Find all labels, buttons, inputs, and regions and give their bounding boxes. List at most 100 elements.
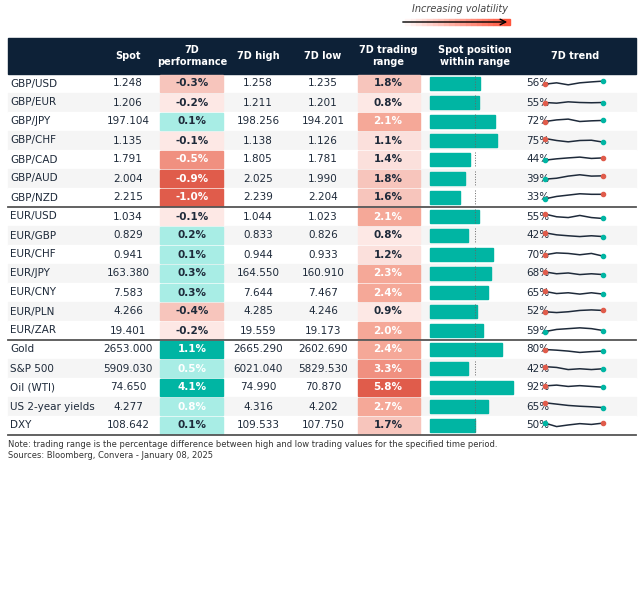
Bar xyxy=(499,19,504,25)
Bar xyxy=(430,362,468,375)
Text: -0.1%: -0.1% xyxy=(175,211,209,222)
Bar xyxy=(433,19,439,25)
Bar xyxy=(8,245,636,264)
Bar xyxy=(160,170,223,187)
Text: 74.650: 74.650 xyxy=(110,383,146,393)
Text: 163.380: 163.380 xyxy=(106,268,149,279)
Bar xyxy=(444,19,450,25)
Text: 2.3%: 2.3% xyxy=(374,268,402,279)
Text: 5909.030: 5909.030 xyxy=(103,364,153,374)
Bar xyxy=(430,400,489,413)
Text: 4.277: 4.277 xyxy=(113,402,143,412)
Bar xyxy=(160,132,223,149)
Bar xyxy=(160,322,223,339)
Text: 80%: 80% xyxy=(526,345,549,355)
Bar xyxy=(450,19,455,25)
Text: Sources: Bloomberg, Convera - January 08, 2025: Sources: Bloomberg, Convera - January 08… xyxy=(8,451,213,460)
Bar xyxy=(358,75,420,92)
Bar xyxy=(400,19,406,25)
Bar xyxy=(430,248,493,261)
Text: EUR/JPY: EUR/JPY xyxy=(10,268,50,279)
Bar xyxy=(466,19,471,25)
Text: 1.248: 1.248 xyxy=(113,78,143,89)
Text: 1.8%: 1.8% xyxy=(374,78,402,89)
Text: 59%: 59% xyxy=(526,326,549,336)
Text: 65%: 65% xyxy=(526,287,549,298)
Text: 0.833: 0.833 xyxy=(243,230,273,241)
Text: 7D
performance: 7D performance xyxy=(157,45,227,67)
Bar xyxy=(430,96,480,109)
Bar xyxy=(358,113,420,130)
Text: -1.0%: -1.0% xyxy=(175,192,209,203)
Bar xyxy=(8,226,636,245)
Bar xyxy=(160,284,223,301)
Text: 42%: 42% xyxy=(526,364,549,374)
Text: 68%: 68% xyxy=(526,268,549,279)
Text: 4.316: 4.316 xyxy=(243,402,273,412)
Bar xyxy=(477,19,482,25)
Bar xyxy=(358,341,420,358)
Bar xyxy=(358,265,420,282)
Bar xyxy=(482,19,488,25)
Bar xyxy=(358,398,420,415)
Text: 1.7%: 1.7% xyxy=(374,421,402,431)
Bar xyxy=(160,246,223,263)
Text: 33%: 33% xyxy=(526,192,549,203)
Text: US 2-year yields: US 2-year yields xyxy=(10,402,95,412)
Text: EUR/ZAR: EUR/ZAR xyxy=(10,326,56,336)
Bar xyxy=(422,19,428,25)
Text: 0.8%: 0.8% xyxy=(374,230,402,241)
Bar xyxy=(358,322,420,339)
Text: 1.135: 1.135 xyxy=(113,135,143,146)
Bar xyxy=(406,19,411,25)
Text: 1.2%: 1.2% xyxy=(374,249,402,260)
Bar xyxy=(358,303,420,320)
Text: GBP/NZD: GBP/NZD xyxy=(10,192,58,203)
Bar xyxy=(160,94,223,111)
Text: 74.990: 74.990 xyxy=(240,383,276,393)
Text: 1.211: 1.211 xyxy=(243,97,273,108)
Bar xyxy=(358,379,420,396)
Text: GBP/EUR: GBP/EUR xyxy=(10,97,56,108)
Text: 1.044: 1.044 xyxy=(243,211,273,222)
Text: 194.201: 194.201 xyxy=(301,116,345,127)
Bar xyxy=(160,265,223,282)
Bar xyxy=(493,19,499,25)
Text: 1.126: 1.126 xyxy=(308,135,338,146)
Bar xyxy=(8,93,636,112)
Bar xyxy=(160,189,223,206)
Text: EUR/GBP: EUR/GBP xyxy=(10,230,56,241)
Text: 0.829: 0.829 xyxy=(113,230,143,241)
Bar xyxy=(471,19,477,25)
Bar xyxy=(358,170,420,187)
Bar xyxy=(460,19,466,25)
Text: 1.235: 1.235 xyxy=(308,78,338,89)
Bar xyxy=(358,189,420,206)
Text: 160.910: 160.910 xyxy=(301,268,345,279)
Text: 92%: 92% xyxy=(526,383,549,393)
Text: 19.559: 19.559 xyxy=(240,326,276,336)
Bar xyxy=(358,151,420,168)
Bar xyxy=(8,340,636,359)
Text: 198.256: 198.256 xyxy=(236,116,279,127)
Bar xyxy=(358,360,420,377)
Text: 0.1%: 0.1% xyxy=(178,249,207,260)
Bar xyxy=(8,378,636,397)
Bar xyxy=(430,419,475,432)
Text: -0.2%: -0.2% xyxy=(175,97,209,108)
Bar xyxy=(430,267,491,280)
Text: 7D trend: 7D trend xyxy=(551,51,599,61)
Text: GBP/AUD: GBP/AUD xyxy=(10,173,57,184)
Bar xyxy=(160,227,223,244)
Text: EUR/PLN: EUR/PLN xyxy=(10,307,54,317)
Text: -0.5%: -0.5% xyxy=(175,154,209,165)
Text: 7D trading
range: 7D trading range xyxy=(359,45,417,67)
Bar xyxy=(430,343,502,356)
Bar xyxy=(8,150,636,169)
Text: 2.004: 2.004 xyxy=(113,173,143,184)
Bar xyxy=(8,169,636,188)
Text: S&P 500: S&P 500 xyxy=(10,364,54,374)
Bar xyxy=(430,210,480,223)
Text: 1.138: 1.138 xyxy=(243,135,273,146)
Bar xyxy=(430,115,495,128)
